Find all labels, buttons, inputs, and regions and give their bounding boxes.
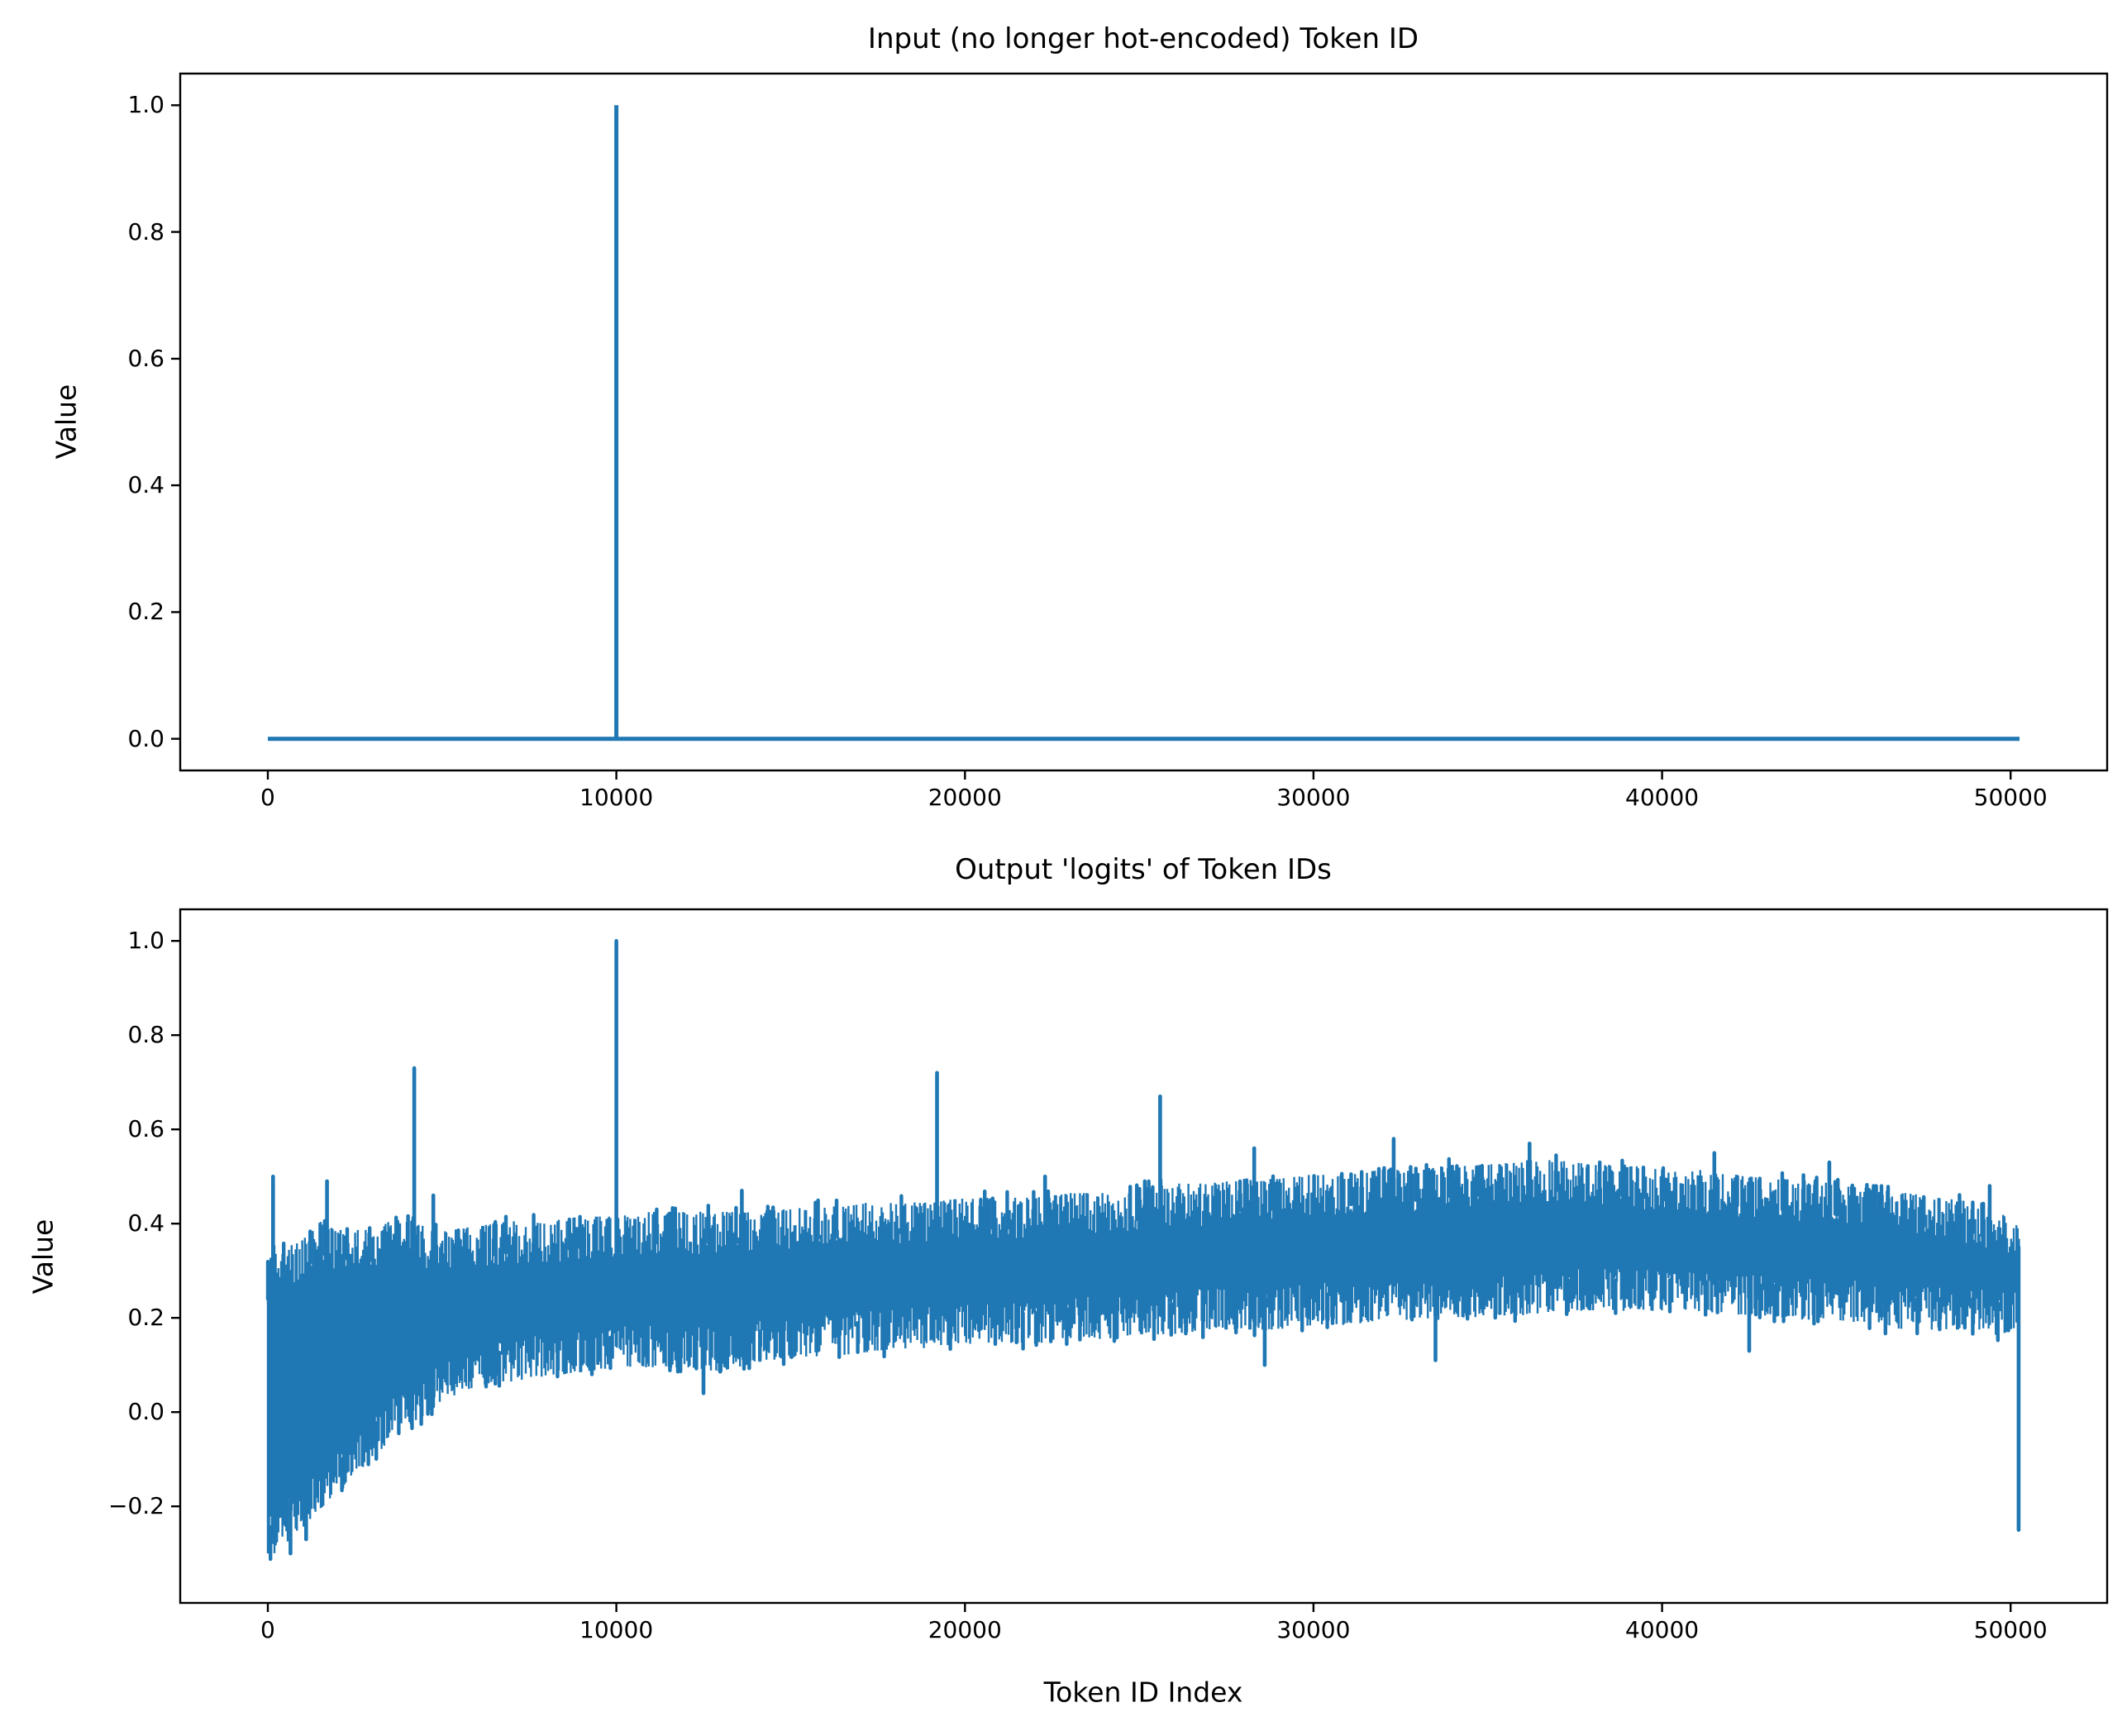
bottom-chart-ylabel: Value — [26, 1219, 60, 1295]
x-tick-label: 0 — [260, 1616, 275, 1643]
x-tick-label: 40000 — [1625, 784, 1700, 811]
tick-marks — [171, 940, 2012, 1612]
y-tick-label: 0.6 — [127, 1115, 165, 1143]
x-tick-label: 10000 — [579, 1616, 654, 1643]
y-tick-label: 0.4 — [127, 1209, 165, 1238]
x-tick-label: 40000 — [1625, 1616, 1700, 1643]
y-tick-label: −0.2 — [108, 1492, 165, 1520]
x-tick-label: 20000 — [928, 1616, 1002, 1643]
x-tick-label: 0 — [260, 784, 275, 811]
top-chart-ylabel: Value — [50, 384, 83, 460]
x-tick-label: 30000 — [1276, 784, 1351, 811]
y-tick-label: 0.8 — [127, 1021, 165, 1049]
y-tick-label: 0.2 — [127, 1304, 165, 1332]
y-tick-label: 0.8 — [127, 217, 165, 246]
y-tick-label: 1.0 — [127, 91, 165, 119]
x-tick-label: 30000 — [1276, 1616, 1351, 1643]
y-tick-label: 0.4 — [127, 471, 165, 499]
y-tick-label: 1.0 — [127, 927, 165, 955]
logits-outlier-spikes — [271, 938, 2021, 1556]
top-chart-title: Input (no longer hot-encoded) Token ID — [867, 22, 1419, 55]
bottom-chart-xlabel: Token ID Index — [1043, 1676, 1243, 1709]
one-hot-series-line — [268, 105, 2020, 742]
y-tick-label: 0.2 — [127, 598, 165, 626]
x-tick-label: 50000 — [1973, 784, 2048, 811]
tick-marks — [171, 104, 2012, 780]
x-tick-label: 10000 — [579, 784, 654, 811]
bottom-chart-title: Output 'logits' of Token IDs — [955, 853, 1332, 886]
logits-band-fringe — [265, 1153, 2010, 1562]
y-tick-label: 0.6 — [127, 344, 165, 372]
x-tick-label: 20000 — [928, 784, 1002, 811]
axes-spines — [179, 72, 2109, 772]
y-tick-label: 0.0 — [127, 724, 165, 752]
x-tick-label: 50000 — [1973, 1616, 2048, 1643]
axes-spines — [179, 908, 2109, 1605]
y-tick-label: 0.0 — [127, 1398, 165, 1426]
